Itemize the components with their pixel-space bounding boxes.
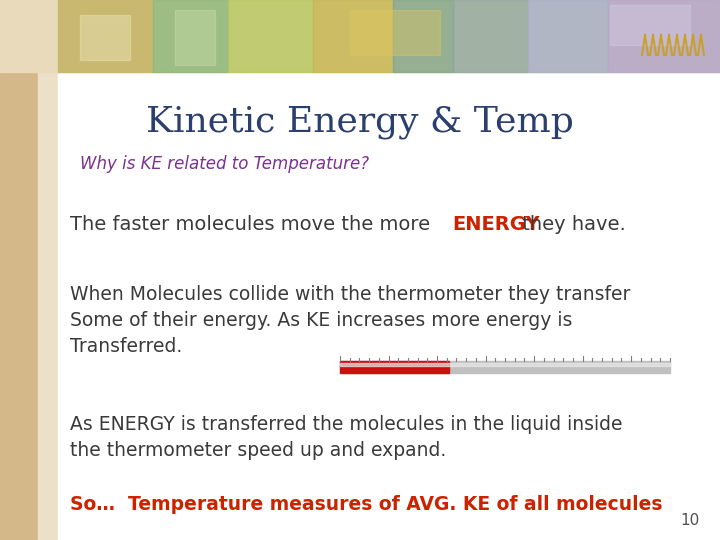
Bar bbox=[453, 0, 528, 72]
Bar bbox=[313, 0, 393, 72]
Bar bbox=[0, 0, 38, 540]
Bar bbox=[528, 0, 608, 72]
Bar bbox=[350, 10, 440, 55]
Bar bbox=[340, 361, 449, 373]
Bar bbox=[153, 0, 228, 72]
Text: they have.: they have. bbox=[516, 215, 626, 234]
Bar bbox=[340, 361, 670, 373]
Text: Why is KE related to Temperature?: Why is KE related to Temperature? bbox=[80, 155, 369, 173]
Text: The faster molecules move the more: The faster molecules move the more bbox=[70, 215, 436, 234]
Bar bbox=[0, 0, 720, 72]
Text: So…  Temperature measures of AVG. KE of all molecules: So… Temperature measures of AVG. KE of a… bbox=[70, 495, 662, 514]
Bar bbox=[608, 0, 720, 72]
Bar bbox=[393, 0, 453, 72]
Bar bbox=[80, 15, 130, 60]
Bar bbox=[340, 363, 670, 366]
Bar bbox=[610, 5, 690, 45]
Text: ENERGY: ENERGY bbox=[452, 215, 539, 234]
Bar bbox=[38, 0, 58, 540]
Bar bbox=[228, 0, 313, 72]
Text: 10: 10 bbox=[680, 513, 700, 528]
Text: Kinetic Energy & Temp: Kinetic Energy & Temp bbox=[146, 105, 574, 139]
Bar bbox=[175, 10, 215, 65]
Bar bbox=[58, 0, 153, 72]
Text: As ENERGY is transferred the molecules in the liquid inside
the thermometer spee: As ENERGY is transferred the molecules i… bbox=[70, 415, 623, 460]
Text: When Molecules collide with the thermometer they transfer
Some of their energy. : When Molecules collide with the thermome… bbox=[70, 285, 631, 355]
Bar bbox=[58, 72, 720, 540]
